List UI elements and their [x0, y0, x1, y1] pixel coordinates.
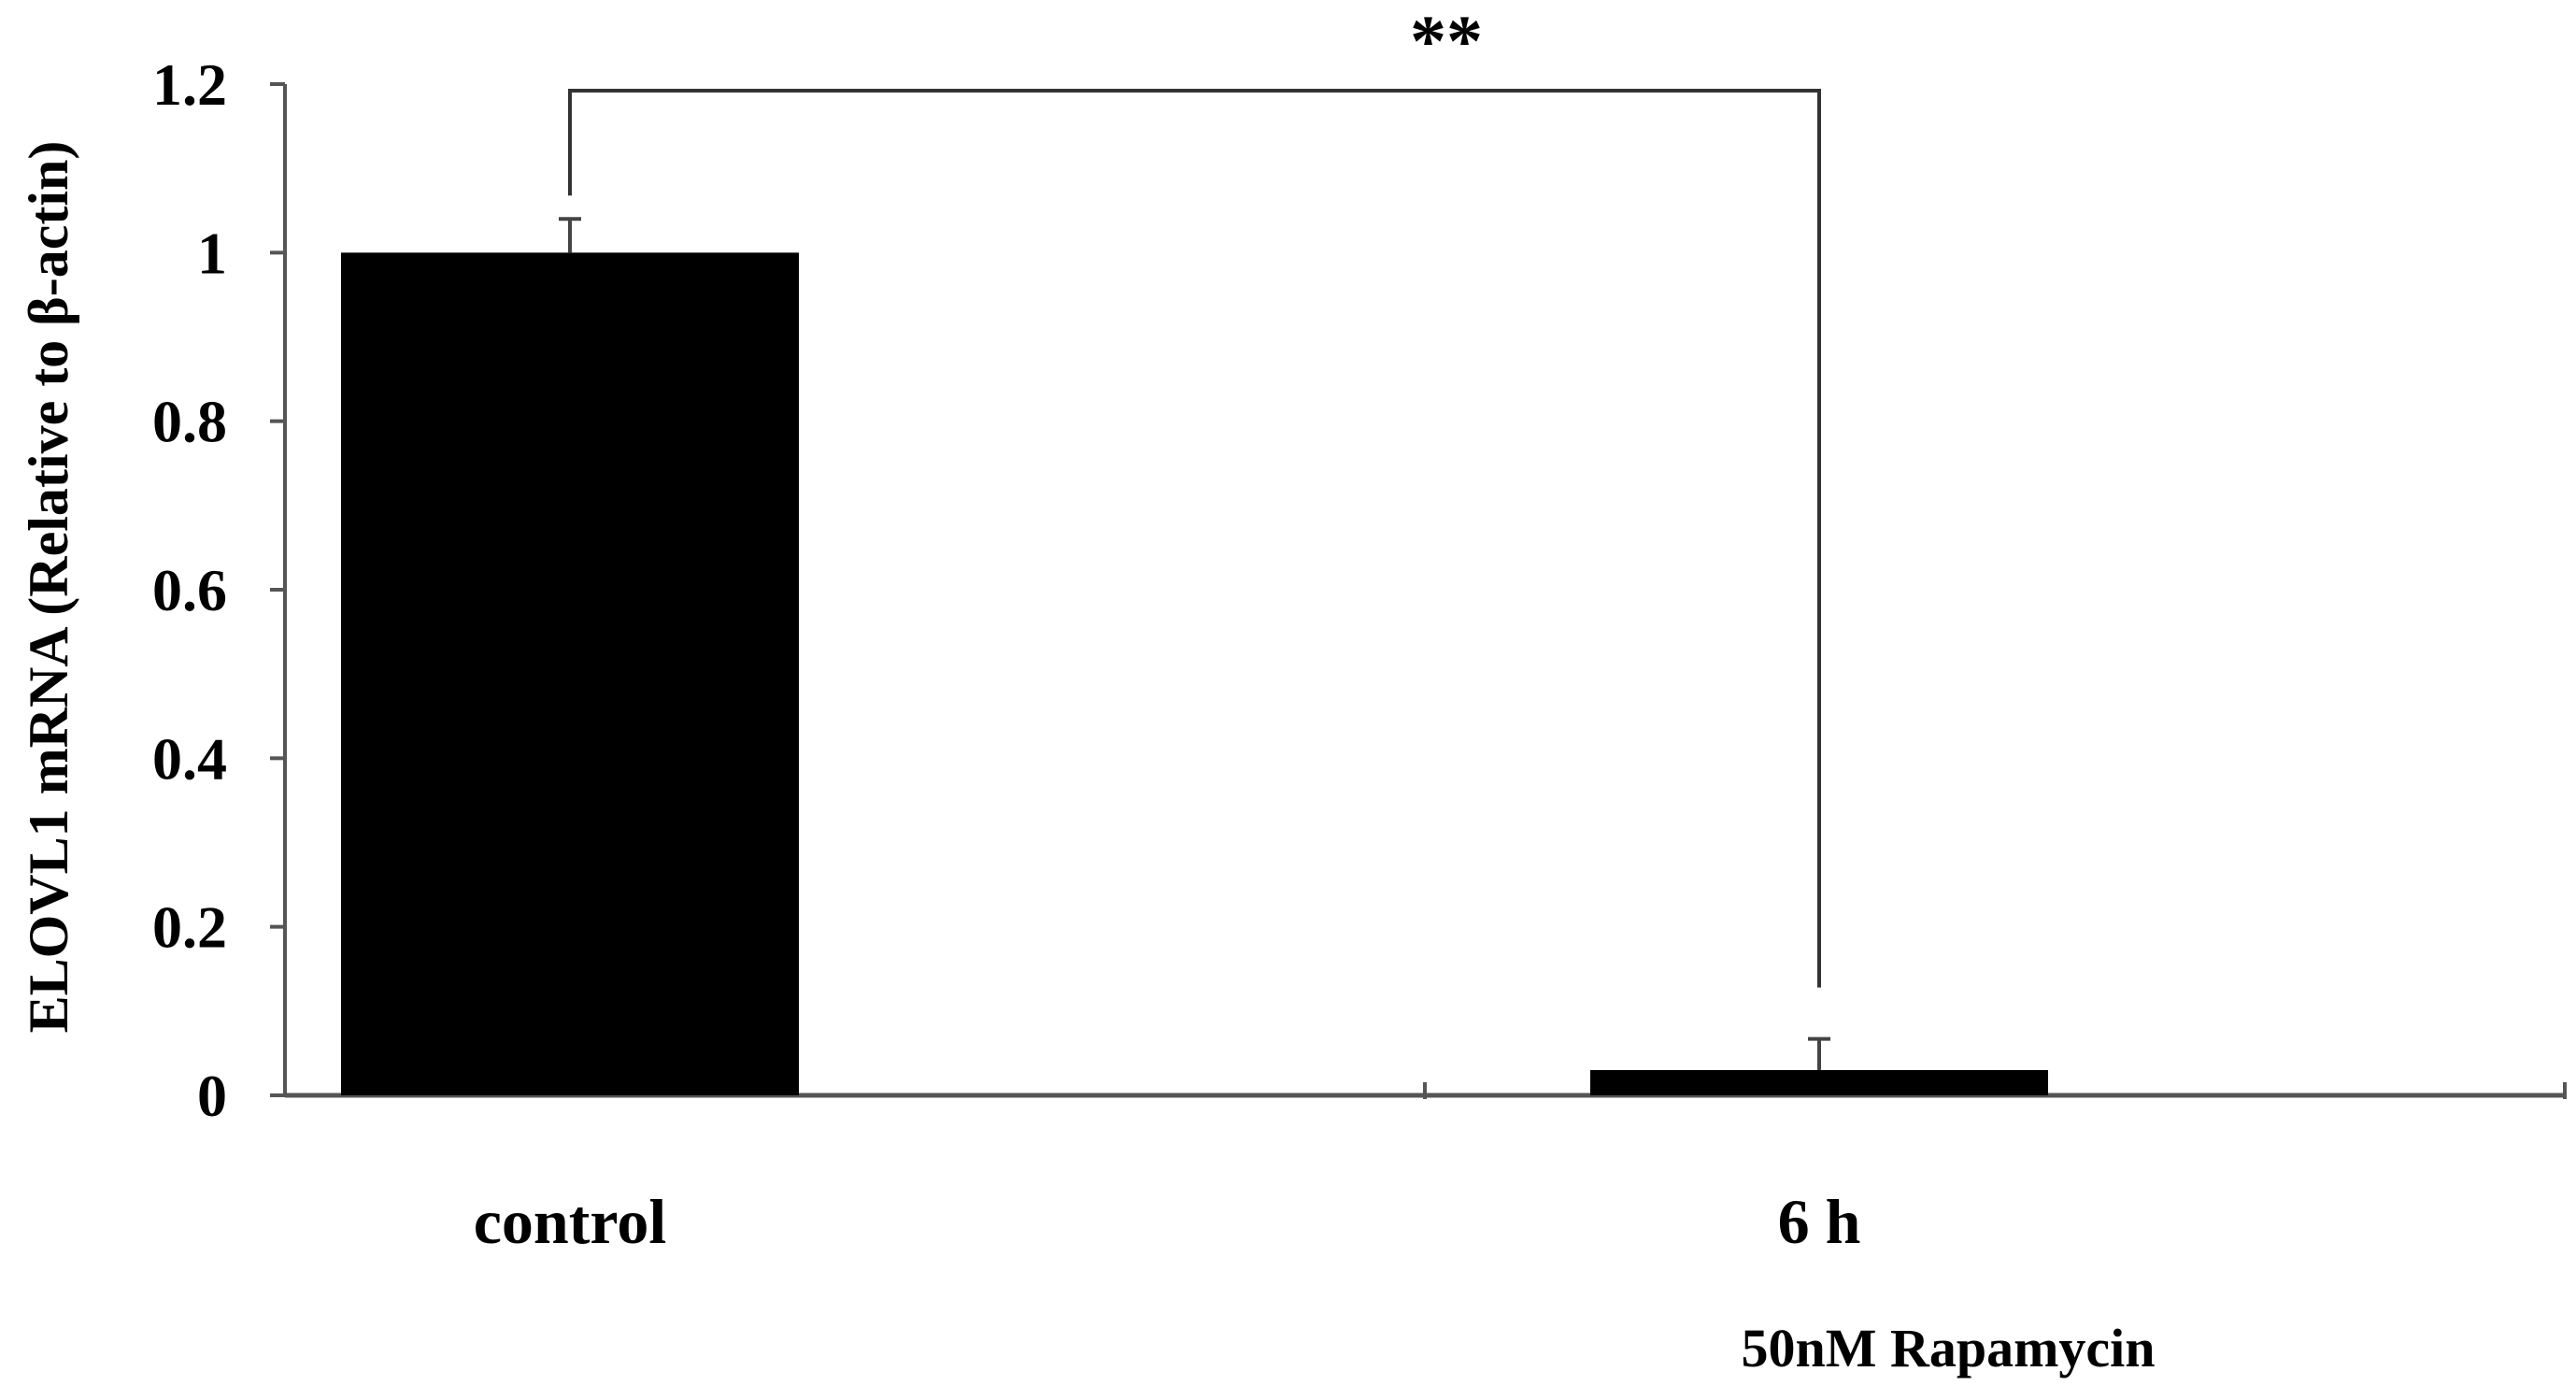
significance-layer — [568, 89, 1821, 988]
y-tick-label: 0.8 — [152, 389, 227, 455]
y-axis-title: ELOVL1 mRNA (Relative to β-actin) — [18, 141, 79, 1034]
x-tick-label: 6 h — [1778, 1186, 1861, 1257]
bar — [341, 252, 799, 1095]
x-axis-sublabel: 50nM Rapamycin — [1741, 1318, 2155, 1379]
bar — [1590, 1069, 2048, 1095]
bars-layer — [341, 252, 2048, 1095]
significance-label: ** — [1410, 0, 1483, 81]
error-bars-layer — [559, 217, 1830, 1070]
labels-layer: ELOVL1 mRNA (Relative to β-actin) ** 50n… — [18, 0, 2156, 1379]
y-tick-label: 0.2 — [152, 894, 227, 961]
y-tick-label: 0 — [197, 1063, 227, 1129]
significance-bracket — [568, 89, 1821, 988]
x-tick-label: control — [474, 1186, 667, 1257]
y-tick-label: 1.2 — [152, 51, 227, 118]
y-tick-label: 0.6 — [152, 557, 227, 623]
y-tick-label: 0.4 — [152, 725, 227, 792]
y-tick-label: 1 — [197, 220, 227, 286]
